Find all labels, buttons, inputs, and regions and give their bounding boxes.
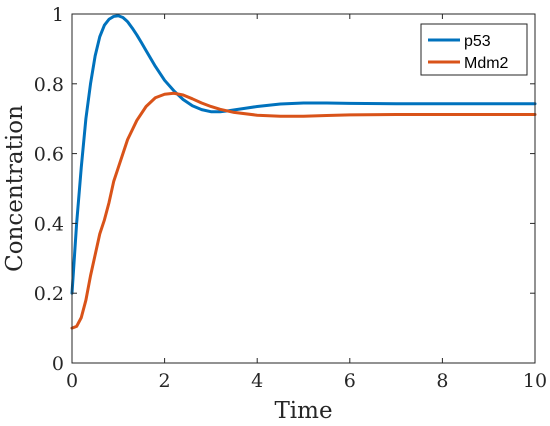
x-axis-title: Time (274, 398, 332, 424)
x-tick-label: 10 (523, 370, 547, 392)
legend-label-mdm2: Mdm2 (464, 55, 509, 72)
x-axis-ticks: 0 2 4 6 8 10 (66, 14, 547, 392)
x-tick-label: 6 (344, 370, 356, 392)
legend-label-p53: p53 (464, 33, 491, 50)
y-tick-label: 0.2 (34, 283, 64, 305)
y-tick-label: 0.8 (34, 74, 64, 96)
x-tick-label: 8 (436, 370, 448, 392)
series-line-mdm2 (70, 91, 537, 330)
x-tick-label: 0 (66, 370, 78, 392)
y-tick-label: 0.6 (34, 144, 64, 166)
y-axis-title: Concentration (2, 105, 28, 272)
axes (71, 13, 536, 364)
series-line-p53 (70, 14, 537, 295)
y-tick-label: 0 (52, 353, 64, 375)
legend-box (420, 23, 528, 76)
x-tick-label: 2 (159, 370, 171, 392)
y-tick-label: 1 (52, 4, 64, 26)
legend: p53 Mdm2 (420, 23, 528, 76)
y-axis-ticks: 0 0.2 0.4 0.6 0.8 1 (34, 4, 535, 375)
x-tick-label: 4 (251, 370, 263, 392)
plot-area-frame (71, 13, 536, 364)
series-lines (70, 14, 537, 330)
y-tick-label: 0.4 (34, 213, 64, 235)
